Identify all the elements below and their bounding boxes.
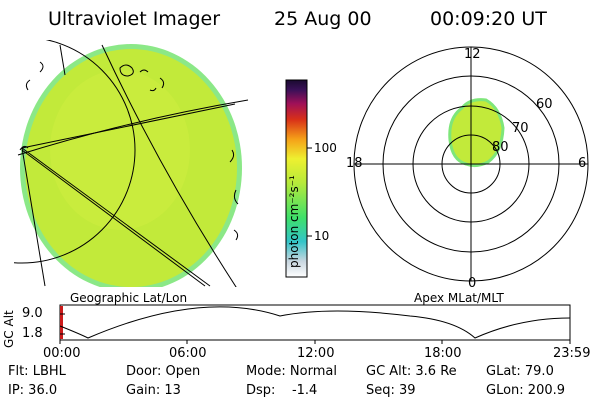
altitude-curve bbox=[59, 306, 571, 339]
instrument-title: Ultraviolet Imager bbox=[48, 8, 221, 30]
time-tick-0600: 06:00 bbox=[169, 346, 207, 361]
status-flt: Flt: LBHL bbox=[8, 364, 66, 379]
altitude-axis-label: GC Alt bbox=[2, 310, 16, 348]
status-door: Door: Open bbox=[126, 364, 201, 379]
polar-caption: Apex MLat/MLT bbox=[414, 291, 504, 305]
mlat-label-60: 60 bbox=[536, 97, 553, 112]
time-tick-0000: 00:00 bbox=[43, 346, 81, 361]
colorbar-unit-label: photon cm⁻²s⁻¹ bbox=[287, 175, 301, 268]
status-gc-alt: GC Alt: 3.6 Re bbox=[366, 364, 457, 379]
time-tick-2359: 23:59 bbox=[553, 346, 591, 361]
altitude-tick-9: 9.0 bbox=[22, 306, 43, 321]
status-glat: GLat: 79.0 bbox=[486, 364, 554, 379]
status-dsp: Dsp: -1.4 bbox=[246, 383, 318, 398]
status-ip: IP: 36.0 bbox=[8, 383, 58, 398]
colorbar-tick-10: 10 bbox=[314, 229, 330, 243]
geographic-panel bbox=[14, 40, 249, 287]
auroral-oval bbox=[448, 98, 505, 168]
altitude-strip bbox=[59, 304, 571, 344]
altitude-tick-1-8: 1.8 bbox=[22, 326, 43, 341]
mlat-label-80: 80 bbox=[492, 140, 509, 155]
meridian-curve bbox=[101, 44, 237, 287]
time-label: 00:09:20 UT bbox=[430, 8, 547, 30]
mlt-label-12: 12 bbox=[464, 47, 481, 62]
mlat-label-70: 70 bbox=[512, 121, 529, 136]
polar-plot bbox=[353, 46, 589, 282]
status-seq: Seq: 39 bbox=[366, 383, 416, 398]
time-tick-1800: 18:00 bbox=[424, 346, 462, 361]
date-label: 25 Aug 00 bbox=[274, 8, 372, 30]
time-tick-1200: 12:00 bbox=[297, 346, 335, 361]
status-gain: Gain: 13 bbox=[126, 383, 181, 398]
coastline bbox=[19, 61, 239, 241]
color-bar bbox=[285, 79, 312, 278]
status-mode: Mode: Normal bbox=[246, 364, 337, 379]
geographic-caption: Geographic Lat/Lon bbox=[70, 291, 188, 305]
status-glon: GLon: 200.9 bbox=[486, 383, 566, 398]
mlt-label-6: 6 bbox=[578, 156, 587, 171]
colorbar-tick-100: 100 bbox=[314, 141, 337, 155]
lat-circle bbox=[14, 40, 136, 264]
mlt-label-18: 18 bbox=[346, 156, 363, 171]
mlt-label-0: 0 bbox=[468, 276, 477, 291]
